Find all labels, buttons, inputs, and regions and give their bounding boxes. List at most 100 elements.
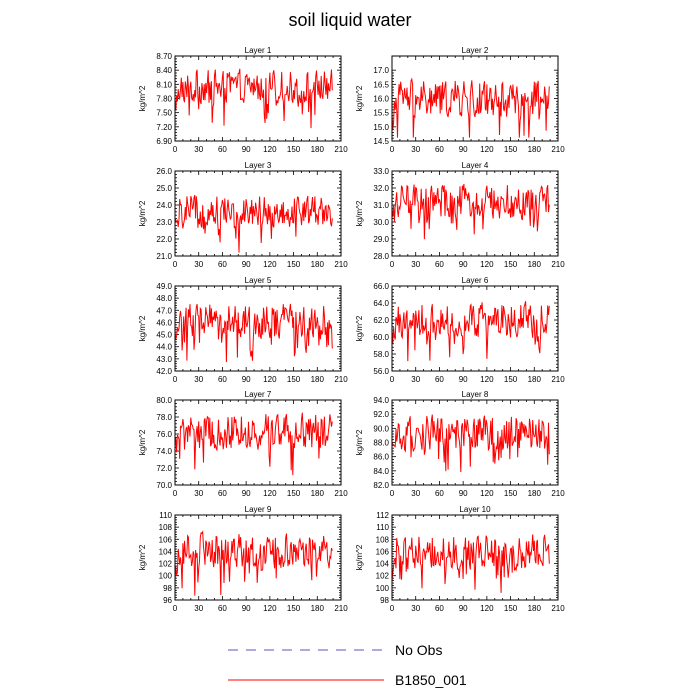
x-tick-label: 180 (528, 145, 542, 154)
y-axis-label: kg/m^2 (138, 315, 147, 341)
x-tick-label: 120 (480, 489, 494, 498)
x-tick-label: 90 (459, 489, 468, 498)
x-tick-label: 0 (390, 489, 395, 498)
plot-frame (391, 399, 559, 486)
panel-title: Layer 8 (462, 390, 489, 399)
series-line-b1850-001 (391, 534, 550, 593)
x-tick-label: 30 (194, 145, 203, 154)
y-tick-label: 110 (376, 523, 389, 532)
plot-frame (391, 55, 559, 142)
x-tick-label: 150 (287, 604, 301, 613)
x-tick-label: 210 (334, 489, 348, 498)
x-tick-label: 60 (435, 260, 444, 269)
x-tick-label: 150 (504, 375, 518, 384)
x-tick-label: 120 (263, 145, 277, 154)
x-tick-label: 210 (551, 604, 565, 613)
x-tick-label: 0 (390, 260, 395, 269)
x-tick-label: 150 (287, 489, 301, 498)
x-tick-label: 0 (173, 489, 178, 498)
y-tick-label: 108 (159, 523, 173, 532)
x-tick-label: 0 (173, 375, 178, 384)
y-tick-label: 17.0 (373, 66, 389, 75)
y-tick-label: 21.0 (156, 252, 172, 261)
x-tick-label: 0 (173, 604, 178, 613)
y-tick-label: 88.0 (373, 439, 389, 448)
plot-frame (391, 514, 559, 601)
x-tick-label: 120 (480, 145, 494, 154)
x-tick-label: 180 (528, 260, 542, 269)
panel-layer-10: Layer 10 kg/m^2 0 30 60 90 120 150 180 210 98 100 10… (355, 505, 565, 613)
y-tick-label: 29.0 (373, 235, 389, 244)
plot-frame (391, 170, 559, 257)
y-axis-label: kg/m^2 (355, 315, 364, 341)
panel-layer-3: Layer 3 kg/m^2 0 30 60 90 120 150 180 210 21.0 22.0… (138, 161, 348, 269)
y-tick-label: 23.0 (156, 218, 172, 227)
y-tick-label: 42.0 (156, 367, 172, 376)
plot-frame (174, 285, 342, 372)
y-tick-label: 22.0 (156, 235, 172, 244)
x-tick-label: 30 (194, 260, 203, 269)
y-tick-label: 56.0 (373, 367, 389, 376)
y-tick-label: 104 (376, 560, 390, 569)
x-tick-label: 120 (480, 260, 494, 269)
x-tick-label: 90 (242, 145, 251, 154)
y-tick-label: 80.0 (156, 396, 172, 405)
x-tick-label: 180 (311, 260, 325, 269)
x-tick-label: 210 (334, 375, 348, 384)
x-tick-label: 150 (287, 375, 301, 384)
y-tick-label: 96 (163, 596, 172, 605)
x-tick-label: 150 (504, 604, 518, 613)
x-tick-label: 210 (551, 145, 565, 154)
y-tick-label: 106 (159, 535, 173, 544)
plot-frame (174, 55, 342, 142)
x-tick-label: 60 (218, 604, 227, 613)
x-tick-label: 150 (504, 489, 518, 498)
y-tick-label: 98 (163, 584, 172, 593)
plot-frame (174, 514, 342, 601)
y-tick-label: 78.0 (156, 413, 172, 422)
panel-title: Layer 1 (245, 46, 272, 55)
x-tick-label: 60 (218, 489, 227, 498)
y-tick-label: 62.0 (373, 316, 389, 325)
series-line-b1850-001 (174, 68, 333, 129)
x-tick-label: 210 (551, 489, 565, 498)
y-tick-label: 6.90 (156, 137, 172, 146)
y-tick-label: 86.0 (373, 453, 389, 462)
y-tick-label: 82.0 (373, 481, 389, 490)
x-tick-label: 90 (459, 145, 468, 154)
y-axis-label: kg/m^2 (355, 85, 364, 111)
x-tick-label: 30 (411, 489, 420, 498)
plot-frame (391, 285, 559, 372)
y-axis-label: kg/m^2 (138, 544, 147, 570)
y-tick-label: 58.0 (373, 350, 389, 359)
series-line-b1850-001 (174, 530, 333, 596)
figure-title: soil liquid water (288, 10, 411, 30)
y-tick-label: 15.5 (373, 109, 389, 118)
panel-title: Layer 6 (462, 276, 489, 285)
x-tick-label: 90 (459, 260, 468, 269)
x-tick-label: 60 (435, 145, 444, 154)
y-tick-label: 70.0 (156, 481, 172, 490)
legend-no-obs-label: No Obs (395, 642, 442, 658)
x-tick-label: 60 (435, 375, 444, 384)
x-tick-label: 30 (411, 145, 420, 154)
y-tick-label: 90.0 (373, 424, 389, 433)
y-tick-label: 102 (376, 572, 390, 581)
y-tick-label: 74.0 (156, 447, 172, 456)
x-tick-label: 120 (480, 604, 494, 613)
x-tick-label: 30 (411, 375, 420, 384)
y-tick-label: 31.0 (373, 201, 389, 210)
panel-title: Layer 9 (245, 505, 272, 514)
x-tick-label: 90 (242, 260, 251, 269)
y-tick-label: 60.0 (373, 333, 389, 342)
x-tick-label: 0 (173, 260, 178, 269)
y-tick-label: 66.0 (373, 282, 389, 291)
y-tick-label: 8.10 (156, 80, 172, 89)
x-tick-label: 30 (411, 604, 420, 613)
x-tick-label: 30 (411, 260, 420, 269)
y-tick-label: 26.0 (156, 167, 172, 176)
series-line-b1850-001 (174, 412, 333, 476)
series-line-b1850-001 (174, 194, 333, 253)
series-line-b1850-001 (391, 301, 550, 362)
